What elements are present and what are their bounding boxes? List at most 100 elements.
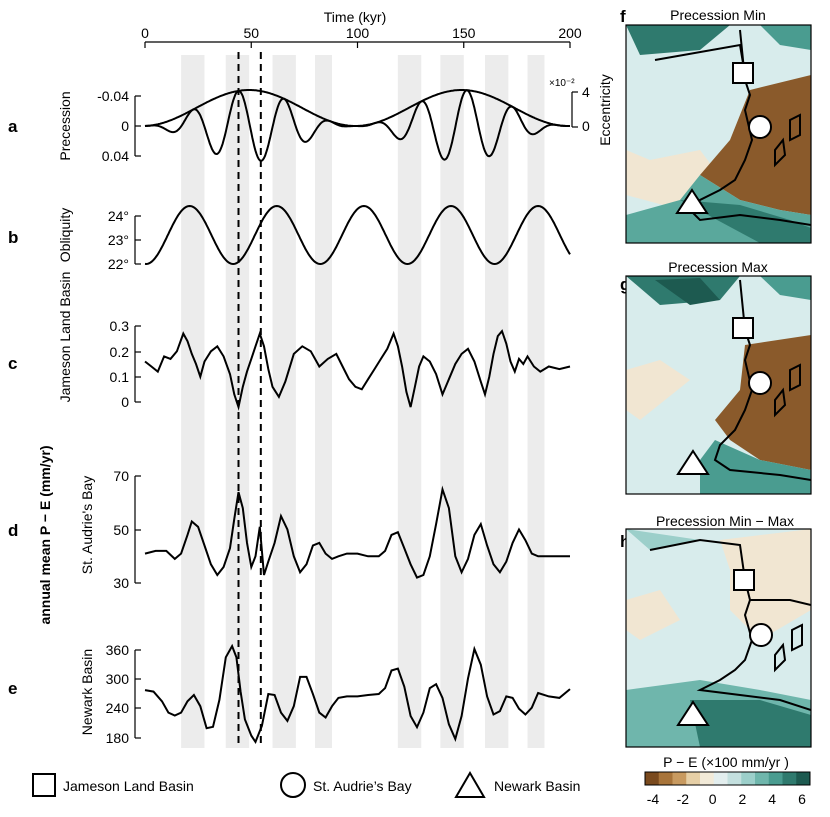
map-title-g: Precession Max — [668, 259, 768, 275]
panel-letter-c: c — [8, 354, 17, 373]
eccentricity-label: Eccentricity — [597, 74, 613, 146]
shaded-band-6 — [485, 55, 509, 748]
colorbar-swatch-11 — [796, 772, 811, 785]
yaxis-2: 0.3 0.2 0.1 0 — [110, 318, 141, 410]
ytick-label-4-3: 180 — [106, 730, 130, 746]
series-c-curve — [144, 329, 571, 411]
ytick-label-1-2: 22° — [108, 256, 129, 272]
circle-marker-f — [748, 115, 772, 139]
legend-label-jameson: Jameson Land Basin — [63, 778, 194, 794]
eccentricity-multiplier: ×10⁻² — [549, 78, 575, 89]
ytick-label-0-0: -0.04 — [97, 88, 129, 104]
colorbar-swatch-7 — [741, 772, 756, 785]
panel-letter-g: g — [620, 275, 630, 294]
legend-label-staudries: St. Audrie’s Bay — [313, 778, 412, 794]
ytick-label-4-2: 240 — [106, 700, 130, 716]
panel-letter-b: b — [8, 228, 18, 247]
ytick-label-1-0: 24° — [108, 208, 129, 224]
colorbar-swatch-9 — [768, 772, 783, 785]
colorbar-swatch-0 — [645, 772, 660, 785]
map-title-f: Precession Min — [670, 7, 766, 23]
time-axis-label: Time (kyr) — [324, 9, 386, 25]
legend-square-icon — [32, 773, 56, 797]
colorbar-swatch-1 — [658, 772, 673, 785]
panel-letter-f: f — [620, 7, 626, 26]
precession-ylabel: Precession — [57, 91, 73, 160]
square-marker-g — [732, 317, 754, 339]
yaxis-0: -0.04 0 0.04 — [97, 88, 141, 164]
panel-letter-e: e — [8, 679, 17, 698]
shaded-band-3 — [315, 55, 332, 748]
jameson-ylabel: Jameson Land Basin — [57, 272, 73, 403]
shaded-band-5 — [440, 55, 464, 748]
dashed-lines — [237, 52, 262, 748]
eccentricity-tick-4: 4 — [582, 84, 590, 100]
yaxis-4: 360 300 240 180 — [106, 642, 141, 746]
ytick-label-4-1: 300 — [106, 671, 130, 687]
yaxis-3: 70 50 30 — [113, 468, 141, 591]
series-e-curve — [144, 643, 571, 745]
yaxis-1: 24° 23° 22° — [108, 208, 141, 272]
colorbar-tick-3: 2 — [739, 791, 747, 807]
ytick-label-4-0: 360 — [106, 642, 130, 658]
staudries-ylabel: St. Audrie's Bay — [79, 476, 95, 574]
xtick-label-4: 200 — [558, 25, 582, 41]
legend-label-newark: Newark Basin — [494, 778, 580, 794]
xtick-label-3: 150 — [452, 25, 476, 41]
ytick-label-0-1: 0 — [121, 118, 129, 134]
colorbar-swatch-8 — [755, 772, 770, 785]
newark-ylabel: Newark Basin — [79, 649, 95, 735]
colorbar-swatch-6 — [727, 772, 742, 785]
legend-triangle-icon — [454, 771, 486, 798]
square-marker-f — [732, 62, 754, 84]
xtick-label-2: 100 — [346, 25, 370, 41]
legend-circle-icon — [280, 772, 306, 798]
ytick-label-2-1: 0.2 — [110, 344, 130, 360]
shaded-band-2 — [272, 55, 296, 748]
ytick-label-2-3: 0 — [121, 394, 129, 410]
colorbar-tick-2: 0 — [709, 791, 717, 807]
series-d-curve — [144, 485, 570, 579]
colorbar-tick-1: -2 — [677, 791, 690, 807]
colorbar: P − E (×100 mm/yr ) -4 -2 0 2 4 6 — [644, 754, 811, 807]
colorbar-swatch-3 — [686, 772, 701, 785]
ytick-label-3-2: 30 — [113, 575, 129, 591]
colorbar-label: P − E (×100 mm/yr ) — [663, 754, 789, 770]
map-panel-f: Precession Min — [625, 7, 812, 244]
panel-letter-d: d — [8, 521, 18, 540]
ytick-label-3-0: 70 — [113, 468, 129, 484]
colorbar-tick-4: 4 — [768, 791, 776, 807]
ytick-label-1-1: 23° — [108, 232, 129, 248]
xtick-label-0: 0 — [141, 25, 149, 41]
triangle-marker-g — [676, 449, 710, 475]
xtick-label-1: 50 — [243, 25, 259, 41]
panel-letter-h: h — [620, 532, 630, 551]
map-panel-h: Precession Min − Max — [625, 513, 812, 748]
colorbar-swatch-2 — [672, 772, 687, 785]
triangle-marker-f — [675, 188, 709, 214]
shaded-band-0 — [181, 55, 205, 748]
time-axis: Time (kyr) 0 50 100 150 200 — [141, 9, 582, 48]
circle-marker-h — [749, 623, 773, 647]
square-marker-h — [733, 569, 755, 591]
eccentricity-axis: ×10⁻² 4 0 Eccentricity — [549, 74, 613, 146]
panel-letter-a: a — [8, 117, 18, 136]
ytick-label-2-2: 0.1 — [110, 369, 130, 385]
colorbar-tick-5: 6 — [798, 791, 806, 807]
common-ylabel: annual mean P − E (mm/yr) — [37, 445, 53, 624]
obliquity-curve — [144, 204, 571, 266]
shaded-band-7 — [527, 55, 545, 748]
precession-curve — [144, 89, 570, 162]
obliquity-ylabel: Obliquity — [57, 208, 73, 262]
triangle-marker-h — [676, 700, 710, 726]
map-panel-g: Precession Max — [625, 259, 812, 495]
ytick-label-2-0: 0.3 — [110, 318, 130, 334]
colorbar-tick-0: -4 — [647, 791, 660, 807]
legend: Jameson Land Basin St. Audrie’s Bay Newa… — [32, 771, 580, 798]
colorbar-swatch-10 — [782, 772, 797, 785]
colorbar-swatch-4 — [700, 772, 715, 785]
shaded-bands — [181, 55, 545, 748]
eccentricity-tick-0: 0 — [582, 118, 590, 134]
